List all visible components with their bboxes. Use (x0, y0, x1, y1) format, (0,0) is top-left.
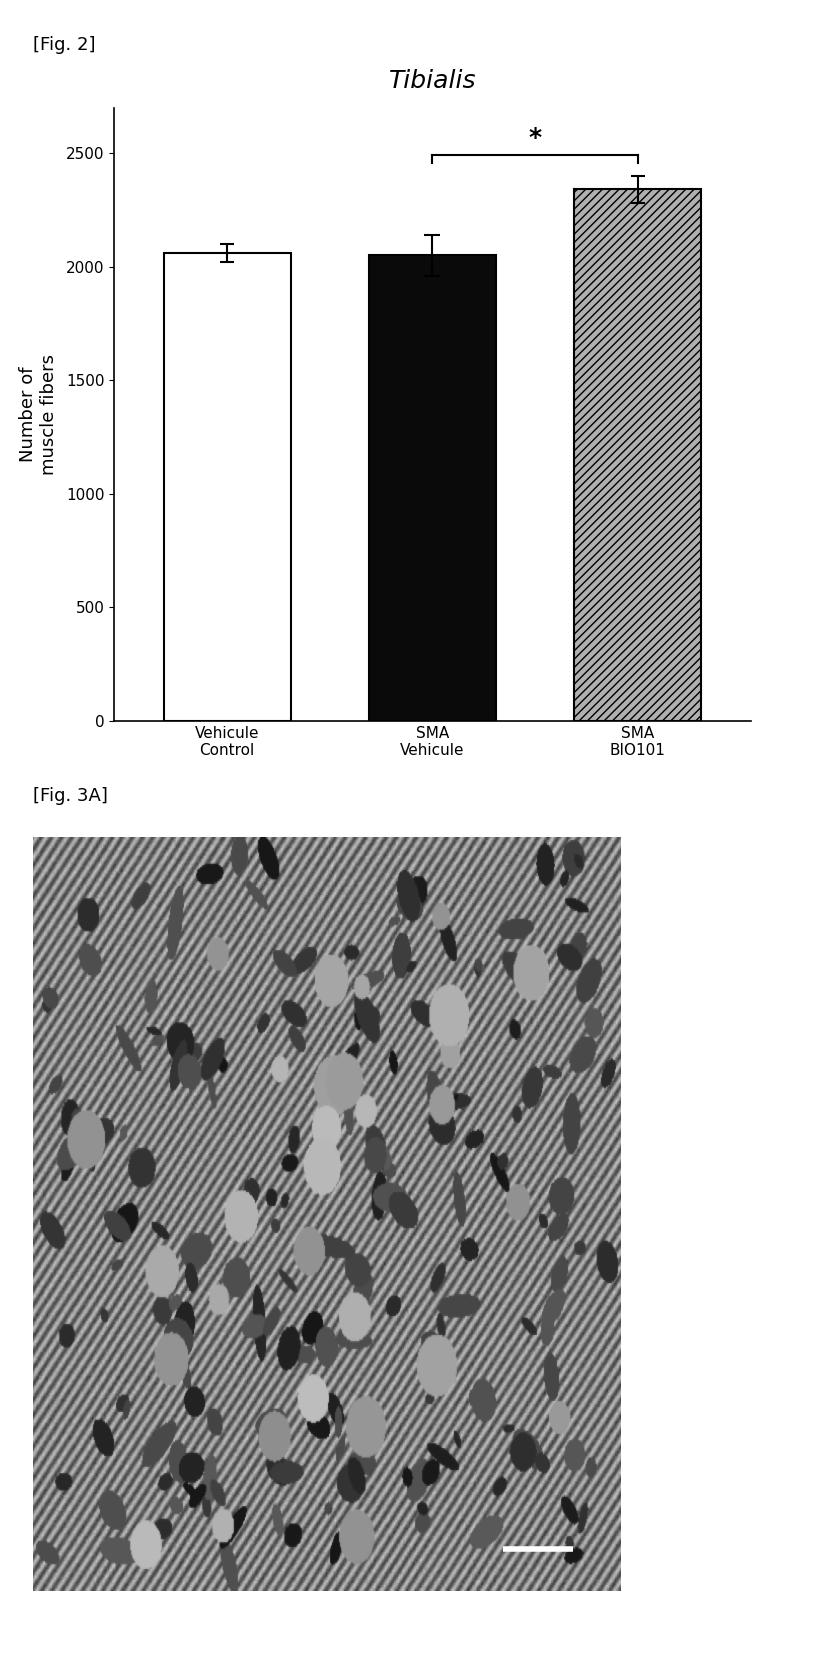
Bar (163, 254, 290, 721)
Title: Tibialis: Tibialis (388, 70, 477, 93)
Text: [Fig. 2]: [Fig. 2] (33, 36, 95, 55)
Y-axis label: Number of
muscle fibers: Number of muscle fibers (19, 353, 58, 476)
Text: [Fig. 3A]: [Fig. 3A] (33, 787, 108, 805)
Bar (574, 189, 702, 721)
Text: *: * (529, 126, 542, 149)
Bar (369, 255, 496, 721)
